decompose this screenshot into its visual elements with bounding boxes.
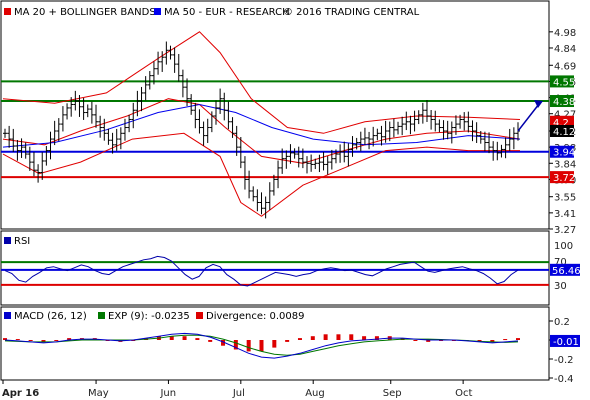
divergence-bar (374, 336, 379, 340)
x-tick-label: Aug (305, 388, 325, 399)
rsi-panel (0, 230, 550, 306)
level-tag (550, 95, 574, 108)
divergence-bar (28, 340, 33, 341)
legend-swatch-ma20 (4, 8, 11, 15)
divergence-bar (3, 338, 7, 340)
divergence-bar (246, 340, 251, 352)
level-tag (550, 124, 574, 137)
legend-rsi: RSI (14, 236, 30, 247)
divergence-bar (503, 339, 508, 341)
y-tick-label: 4.84 (554, 44, 576, 55)
level-tag-label: 4.38 (553, 97, 575, 108)
level-tag-label: 4.2 (553, 118, 569, 129)
macd-tick-label: 0.2 (554, 317, 570, 328)
divergence-bar (297, 338, 302, 340)
ma20-line (2, 98, 521, 164)
macd-tick-label: -0.4 (554, 374, 574, 385)
forecast-arrow-line (517, 103, 540, 132)
macd-line (4, 332, 519, 359)
y-tick-label: 3.27 (554, 225, 576, 236)
rsi-value-label: 56.46 (552, 266, 581, 277)
level-tag (550, 171, 574, 184)
divergence-bar (323, 334, 328, 340)
macd-value-label: -0.01 (553, 337, 579, 348)
copyright: © 2016 TRADING CENTRAL (283, 7, 420, 18)
legend-ma50: MA 50 - EUR - RESEARCH (164, 7, 290, 18)
divergence-bar (182, 336, 187, 340)
divergence-bar (477, 340, 482, 341)
exp-line (4, 334, 519, 356)
x-tick-label: Jul (232, 388, 245, 399)
legend-swatch-rsi (4, 237, 11, 244)
rsi-line (4, 255, 519, 287)
macd-value-tag (550, 334, 580, 347)
divergence-bar (221, 340, 226, 346)
level-tag-label: 4.12 (553, 127, 575, 138)
legend-divergence: Divergence: 0.0089 (206, 311, 305, 322)
y-tick-label: 4.27 (554, 110, 576, 121)
divergence-bar (413, 340, 418, 341)
bollinger-lower-line (2, 132, 520, 217)
divergence-bar (41, 340, 46, 342)
divergence-bar (349, 334, 354, 340)
x-tick-label: Jun (159, 388, 176, 399)
level-tag-label: 3.94 (553, 148, 575, 159)
ma50-line (2, 103, 521, 148)
level-tag-label: 3.72 (553, 173, 575, 184)
level-tag (550, 115, 574, 128)
legend-swatch-exp (98, 312, 105, 319)
macd-tick-label: -0.2 (554, 355, 574, 366)
divergence-bar (195, 338, 200, 340)
x-tick-label: May (88, 388, 109, 399)
bollinger-upper-line (2, 31, 521, 134)
legend-macd: MACD (26, 12) (14, 311, 87, 322)
rsi-value-tag (550, 263, 580, 276)
divergence-bar (516, 338, 520, 340)
divergence-bar (426, 340, 431, 342)
level-tag (550, 145, 574, 158)
divergence-bar (285, 340, 290, 342)
y-tick-label: 4.69 (554, 61, 576, 72)
level-tag (550, 75, 574, 88)
x-tick-label: Apr 16 (2, 388, 39, 399)
y-tick-label: 4.98 (554, 28, 576, 39)
rsi-tick-label: 30 (554, 281, 567, 292)
divergence-bar (233, 340, 238, 350)
legend-swatch-divergence (196, 312, 203, 319)
level-tag-label: 4.55 (553, 77, 575, 88)
y-tick-label: 3.84 (554, 159, 576, 170)
divergence-bar (310, 336, 315, 340)
divergence-bar (54, 340, 59, 341)
y-tick-label: 3.41 (554, 209, 576, 220)
divergence-bar (259, 340, 264, 352)
legend-ma20: MA 20 + BOLLINGER BANDS (14, 7, 156, 18)
divergence-bar (490, 340, 495, 342)
legend-swatch-macd (4, 312, 11, 319)
rsi-tick-label: 100 (554, 241, 573, 252)
divergence-bar (15, 339, 20, 341)
divergence-bar (272, 340, 277, 348)
divergence-bar (67, 338, 72, 340)
x-tick-label: Sep (383, 388, 402, 399)
legend-exp: EXP (9): -0.0235 (108, 311, 190, 322)
legend-swatch-ma50 (154, 8, 161, 15)
forecast-arrow-head (534, 100, 543, 109)
divergence-bar (169, 336, 174, 340)
divergence-bar (362, 336, 367, 340)
x-tick-label: Oct (455, 388, 472, 399)
rsi-level-label: 70 (554, 257, 567, 268)
divergence-bar (336, 334, 341, 340)
y-tick-label: 3.55 (554, 193, 576, 204)
divergence-bar (208, 340, 213, 342)
